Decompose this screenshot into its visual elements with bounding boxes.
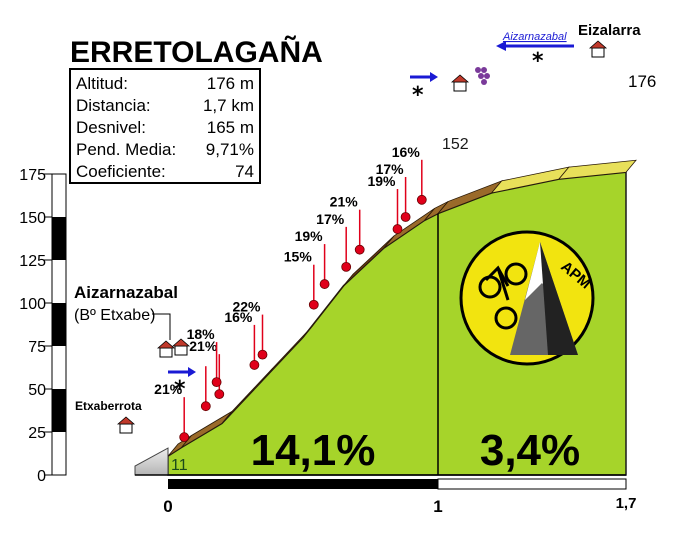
grape-icon	[478, 73, 484, 79]
ramp-label: 21%	[330, 194, 359, 210]
ramp-label: 21%	[154, 381, 183, 397]
ramp-dot	[257, 349, 268, 360]
segment-gradient-1: 14,1%	[251, 426, 376, 475]
x-axis-bar-km2	[437, 478, 627, 490]
ramp-label: 16%	[392, 144, 421, 160]
house-aizarnazabal-icon-roof	[156, 340, 176, 349]
start-altitude: 11	[171, 457, 188, 474]
stat-coeficiente-label: Coeficiente:	[76, 162, 166, 181]
star-icon: *	[532, 49, 544, 74]
ramp-label: 15%	[284, 249, 313, 265]
ramp-label: 19%	[367, 173, 396, 189]
x-tick-0: 0	[163, 497, 172, 516]
x-tick-1: 1	[433, 497, 442, 516]
house-top-icon-roof	[450, 74, 470, 83]
ramp-dot	[249, 360, 260, 370]
place-eizalarra: Eizalarra	[578, 22, 641, 39]
place-aizarnazabal: Aizarnazabal	[74, 283, 178, 302]
ramp-dot	[214, 389, 225, 400]
stat-altitud-value: 176 m	[207, 74, 254, 93]
y-axis-band	[52, 389, 66, 432]
grape-icon	[484, 73, 490, 79]
km1-altitude: 152	[442, 136, 469, 153]
y-tick-label: 0	[37, 468, 46, 485]
ramp-label: 19%	[295, 228, 324, 244]
direction-arrow-right-icon-head	[430, 72, 438, 82]
direction-arrow-left-icon	[496, 41, 574, 51]
grape-icon	[481, 79, 487, 85]
ramp-dot	[319, 279, 330, 289]
decorations: * * *	[116, 40, 608, 434]
ramp-label: 22%	[232, 299, 261, 315]
ramp-dot	[354, 244, 365, 255]
stat-desnivel-value: 165 m	[207, 118, 254, 137]
place-etxaberrota: Etxaberrota	[75, 399, 142, 413]
house-aizarnazabal-2-icon-roof	[171, 338, 191, 347]
y-tick-label: 75	[28, 339, 46, 356]
y-tick-label: 125	[19, 253, 46, 270]
profile-start-block	[134, 447, 169, 476]
y-axis-band	[52, 217, 66, 260]
place-etxabe: (Bº Etxabe)	[74, 307, 155, 324]
ramp-markers: 21%21%18%16%22%15%19%17%21%19%17%16%	[154, 144, 427, 443]
ramp-dot	[400, 212, 411, 222]
house-aizarnazabal-icon	[159, 347, 173, 358]
stat-coeficiente-value: 74	[235, 162, 254, 181]
ramp-label: 16%	[224, 309, 253, 325]
ramp-label: 18%	[187, 326, 216, 342]
y-tick-label: 100	[19, 296, 46, 313]
stat-pendiente-label: Pend. Media:	[76, 140, 176, 159]
direction-aizarnazabal: Aizarnazabal	[502, 31, 567, 43]
stat-desnivel-label: Desnivel:	[76, 118, 146, 137]
star-icon: *	[412, 83, 424, 108]
star-icon: *	[174, 377, 186, 402]
road-segment	[557, 159, 637, 180]
house-eizalarra-icon	[591, 47, 605, 58]
ramp-label: 17%	[376, 161, 405, 177]
ramp-dot	[416, 194, 427, 205]
ramp-dot	[308, 299, 319, 310]
stat-altitud-label: Altitud:	[76, 74, 128, 93]
ramp-dot	[392, 224, 403, 234]
direction-arrow-right-icon-head	[188, 367, 196, 377]
stats-box: Altitud: 176 m Distancia: 1,7 km Desnive…	[69, 68, 261, 184]
ramp-dot	[211, 377, 222, 388]
ramp-dot	[341, 261, 352, 272]
grape-icon	[481, 67, 487, 73]
y-tick-label: 150	[19, 210, 46, 227]
y-axis: 0 25 50 75 100 125 150 175	[19, 167, 67, 485]
segment-gradient-2: 3,4%	[480, 426, 580, 475]
y-axis-band	[52, 303, 66, 346]
ramp-label: 17%	[316, 211, 345, 227]
place-pointer-line	[152, 313, 171, 340]
house-aizarnazabal-2-icon	[174, 345, 188, 356]
chart-title: ERRETOLAGAÑA	[70, 35, 323, 69]
grape-icon	[475, 67, 481, 73]
stat-pendiente-value: 9,71%	[206, 140, 254, 159]
y-tick-label: 25	[28, 425, 46, 442]
end-altitude: 176	[628, 72, 656, 91]
y-tick-label: 175	[19, 167, 46, 184]
ramp-dot	[179, 432, 190, 443]
house-etxaberrota-icon-roof	[116, 416, 136, 425]
y-tick-label: 50	[28, 382, 46, 399]
stat-distancia-value: 1,7 km	[203, 96, 254, 115]
ramp-dot	[200, 401, 211, 412]
x-axis-bar-km1	[168, 479, 438, 489]
apm-logo: APM	[459, 230, 595, 366]
stat-distancia-label: Distancia:	[76, 96, 151, 115]
x-tick-2: 1,7	[616, 495, 637, 512]
house-top-icon	[453, 81, 467, 92]
ramp-label: 21%	[189, 338, 218, 354]
house-etxaberrota-icon	[119, 423, 133, 434]
house-eizalarra-icon-roof	[588, 40, 608, 49]
